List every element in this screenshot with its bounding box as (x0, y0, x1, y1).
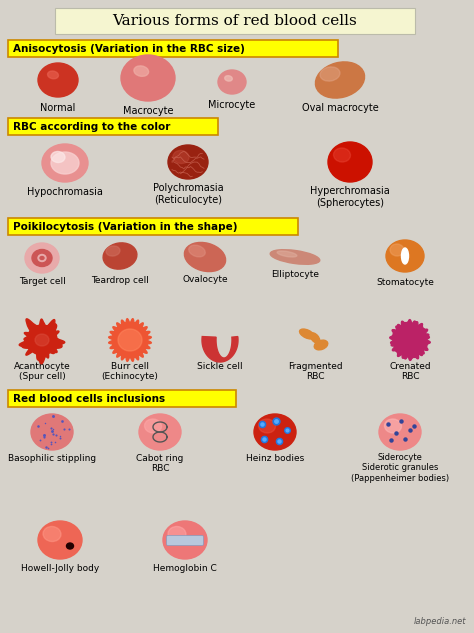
Ellipse shape (225, 76, 232, 81)
Ellipse shape (51, 151, 65, 163)
Ellipse shape (134, 66, 149, 77)
Ellipse shape (121, 55, 175, 101)
Ellipse shape (184, 242, 226, 272)
Polygon shape (109, 318, 151, 361)
Ellipse shape (334, 148, 350, 162)
Ellipse shape (328, 142, 372, 182)
Ellipse shape (384, 419, 401, 433)
Text: Macrocyte: Macrocyte (123, 106, 173, 116)
Text: Basophilic stippling: Basophilic stippling (8, 454, 96, 463)
Ellipse shape (51, 152, 79, 174)
Ellipse shape (277, 251, 297, 257)
Text: Acanthocyte
(Spur cell): Acanthocyte (Spur cell) (14, 362, 70, 382)
Text: Hemoglobin C: Hemoglobin C (153, 564, 217, 573)
Ellipse shape (189, 245, 205, 257)
Text: Sickle cell: Sickle cell (197, 362, 243, 371)
FancyBboxPatch shape (55, 8, 415, 34)
Text: Oval macrocyte: Oval macrocyte (301, 103, 378, 113)
Text: Ovalocyte: Ovalocyte (182, 275, 228, 284)
Text: Red blood cells inclusions: Red blood cells inclusions (13, 394, 165, 403)
Text: Polychromasia
(Reticulocyte): Polychromasia (Reticulocyte) (153, 183, 223, 204)
Text: Hyperchromasia
(Spherocytes): Hyperchromasia (Spherocytes) (310, 186, 390, 208)
Ellipse shape (168, 145, 208, 179)
Ellipse shape (35, 334, 49, 346)
Polygon shape (390, 320, 430, 360)
Ellipse shape (314, 340, 328, 350)
Ellipse shape (258, 419, 275, 433)
Ellipse shape (40, 256, 44, 260)
Ellipse shape (310, 333, 319, 343)
Text: Howell-Jolly body: Howell-Jolly body (21, 564, 99, 573)
Ellipse shape (42, 144, 88, 182)
Ellipse shape (218, 70, 246, 94)
Text: Elliptocyte: Elliptocyte (271, 270, 319, 279)
Text: Heinz bodies: Heinz bodies (246, 454, 304, 463)
Ellipse shape (139, 414, 181, 450)
Text: RBC according to the color: RBC according to the color (13, 122, 170, 132)
Ellipse shape (390, 244, 404, 256)
Ellipse shape (168, 527, 186, 541)
Text: Microcyte: Microcyte (209, 100, 255, 110)
Text: labpedia.net: labpedia.net (413, 617, 466, 626)
Text: Hypochromasia: Hypochromasia (27, 187, 103, 197)
Ellipse shape (300, 329, 314, 339)
Text: Burr cell
(Echinocyte): Burr cell (Echinocyte) (101, 362, 158, 382)
Ellipse shape (320, 67, 340, 81)
Text: Anisocytosis (Variation in the RBC size): Anisocytosis (Variation in the RBC size) (13, 44, 245, 54)
Polygon shape (19, 319, 65, 364)
Ellipse shape (32, 249, 52, 266)
FancyBboxPatch shape (8, 40, 338, 57)
Ellipse shape (379, 414, 421, 450)
Text: Stomatocyte: Stomatocyte (376, 278, 434, 287)
Polygon shape (202, 337, 238, 362)
Ellipse shape (145, 419, 162, 433)
Text: Siderocyte
Siderotic granules
(Pappenheimer bodies): Siderocyte Siderotic granules (Pappenhei… (351, 453, 449, 483)
Text: Cabot ring
RBC: Cabot ring RBC (137, 454, 184, 473)
Text: Crenated
RBC: Crenated RBC (389, 362, 431, 382)
FancyBboxPatch shape (8, 118, 218, 135)
Ellipse shape (401, 248, 409, 264)
FancyBboxPatch shape (166, 536, 203, 546)
Text: Poikilocytosis (Variation in the shape): Poikilocytosis (Variation in the shape) (13, 222, 237, 232)
Text: Target cell: Target cell (18, 277, 65, 286)
FancyBboxPatch shape (8, 390, 236, 407)
Ellipse shape (270, 249, 320, 265)
Ellipse shape (163, 521, 207, 559)
FancyBboxPatch shape (8, 218, 298, 235)
Ellipse shape (38, 254, 46, 261)
Ellipse shape (173, 151, 189, 163)
Ellipse shape (43, 527, 61, 541)
Ellipse shape (38, 521, 82, 559)
Text: Teardrop cell: Teardrop cell (91, 276, 149, 285)
Ellipse shape (315, 62, 365, 98)
Ellipse shape (38, 63, 78, 97)
Text: Fragmented
RBC: Fragmented RBC (288, 362, 342, 382)
Ellipse shape (118, 329, 142, 351)
Ellipse shape (47, 71, 58, 78)
Ellipse shape (386, 240, 424, 272)
Ellipse shape (31, 414, 73, 450)
Ellipse shape (66, 543, 73, 549)
Ellipse shape (254, 414, 296, 450)
Text: Various forms of red blood cells: Various forms of red blood cells (113, 14, 357, 28)
Text: Normal: Normal (40, 103, 76, 113)
Ellipse shape (25, 243, 59, 273)
Ellipse shape (103, 243, 137, 269)
Ellipse shape (106, 246, 120, 256)
